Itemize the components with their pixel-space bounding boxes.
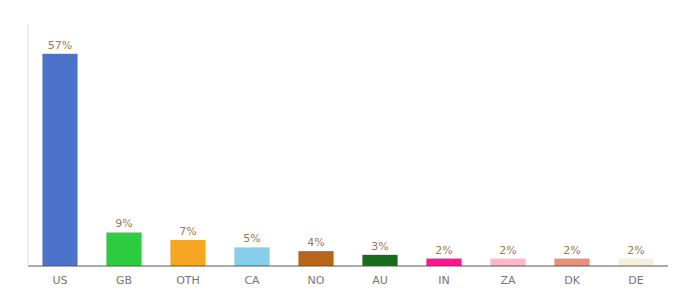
data-label: 5% [243, 232, 260, 245]
bar [106, 232, 141, 266]
x-axis-line [28, 266, 668, 267]
bar [42, 54, 77, 266]
x-tick-label: DK [564, 274, 580, 287]
data-label: 4% [307, 236, 324, 249]
bar [298, 251, 333, 266]
chart: 57% 9% 7% 5% 4% 3% 2% 2% 2% 2% US GB OTH CA NO AU IN ZA DK… [0, 0, 680, 300]
bar [362, 255, 397, 266]
x-tick-label: GB [116, 274, 132, 287]
bar [554, 259, 589, 266]
bar [426, 259, 461, 266]
data-label: 3% [371, 240, 388, 253]
y-axis-line [28, 24, 29, 266]
bar [234, 247, 269, 266]
x-tick-label: OTH [176, 274, 200, 287]
x-tick-label: US [52, 274, 67, 287]
data-labels: 57% 9% 7% 5% 4% 3% 2% 2% 2% 2% [48, 39, 645, 257]
data-label: 57% [48, 39, 72, 52]
x-tick-label: DE [628, 274, 643, 287]
data-label: 2% [627, 244, 644, 257]
chart-container: 57% 9% 7% 5% 4% 3% 2% 2% 2% 2% US GB OTH CA NO AU IN ZA DK… [0, 0, 680, 300]
data-label: 2% [563, 244, 580, 257]
data-label: 2% [435, 244, 452, 257]
x-tick-label: AU [372, 274, 388, 287]
bar [490, 259, 525, 266]
bars [42, 54, 653, 266]
x-tick-label: ZA [500, 274, 516, 287]
x-tick-label: CA [244, 274, 260, 287]
bar [618, 259, 653, 266]
data-label: 2% [499, 244, 516, 257]
x-tick-labels: US GB OTH CA NO AU IN ZA DK DE [52, 274, 643, 287]
x-tick-label: NO [308, 274, 325, 287]
data-label: 7% [179, 225, 196, 238]
x-tick-label: IN [438, 274, 449, 287]
data-label: 9% [115, 217, 132, 230]
bar [170, 240, 205, 266]
